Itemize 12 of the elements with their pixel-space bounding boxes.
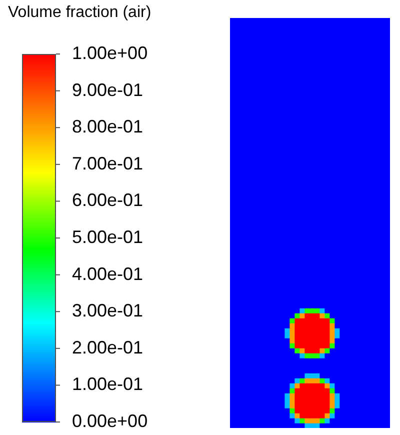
color-bar-label: 8.00e-01 [72,116,144,137]
color-bar-label: 7.00e-01 [72,153,144,174]
color-bar-label: 5.00e-01 [72,226,144,247]
color-bar-label: 6.00e-01 [72,190,144,210]
color-bar-label: 9.00e-01 [72,80,144,100]
color-bar-label: 2.00e-01 [72,337,144,358]
color-bar-title: Volume fraction (air) [8,4,152,21]
color-bar-label: 3.00e-01 [72,300,144,321]
color-bar-label: 1.00e-01 [72,374,144,394]
color-bar-label: 0.00e+00 [72,410,148,431]
color-bar-label: 1.00e+00 [72,42,148,63]
color-bar-label: 4.00e-01 [72,264,144,284]
